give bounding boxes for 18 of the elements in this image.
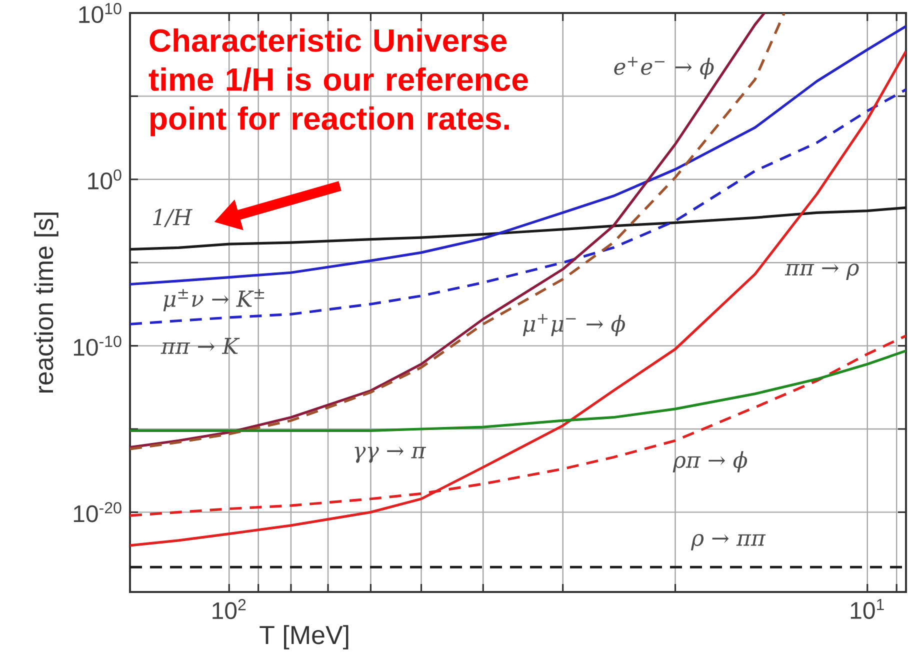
x-tick-label: 10$^{2}$ <box>212 599 246 620</box>
y-axis-title: reaction time [s] <box>34 212 58 393</box>
x-tick-label: 10$^{1}$ <box>850 599 884 619</box>
series-label: μ$^{±}$ν → K$^{±}$ <box>163 289 264 312</box>
annotation: Characteristic Universe time 1/H is our reference point for reaction rates. <box>148 28 528 136</box>
series-label: ρπ → ϕ <box>672 451 748 472</box>
series-label: ππ → ρ <box>784 264 859 280</box>
y-tick-label: 10$^{-20}$ <box>74 502 122 522</box>
series-label: ππ → K <box>160 338 240 354</box>
series-label: γγ → π <box>354 446 426 463</box>
series-label: 1/H <box>153 208 193 228</box>
series-label: ρ → ππ <box>690 534 766 550</box>
y-tick-label: 10$^{10}$ <box>79 2 122 24</box>
series-label: μ$^{+}$μ$^{−}$ → ϕ <box>522 314 625 336</box>
series-label: e$^{+}$e$^{−}$ → ϕ <box>614 56 714 80</box>
y-tick-label: 10$^{0}$ <box>88 169 122 190</box>
y-tick-label: 10$^{-10}$ <box>74 336 122 356</box>
x-axis-title: T [MeV] <box>260 625 348 650</box>
